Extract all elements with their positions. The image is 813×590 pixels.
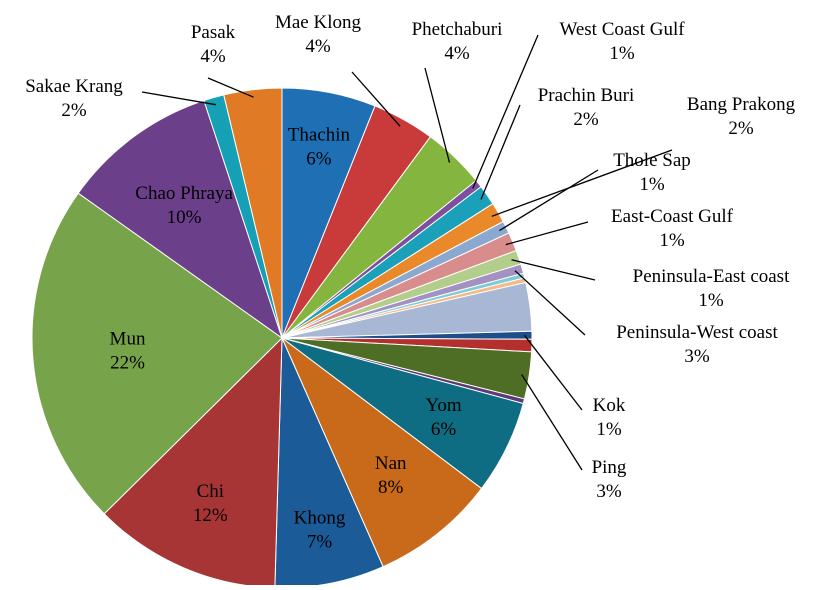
slice-percent-thachin: 6%	[306, 149, 332, 170]
slice-label-nan: Nan	[375, 453, 407, 474]
pie-slice-mun	[31, 192, 283, 515]
pie-slice-chao-phraya	[77, 99, 283, 340]
leader-line-mae-klong	[351, 71, 401, 127]
leader-line-west-coast-gulf	[472, 34, 539, 189]
slice-percent-mun: 22%	[110, 353, 145, 374]
slice-label-peninsula-east-coast: Peninsula-East coast	[633, 266, 790, 287]
slice-label-west-coast-gulf: West Coast Gulf	[559, 19, 685, 40]
slice-percent-kok: 1%	[596, 419, 622, 440]
slice-percent-ping: 3%	[596, 481, 622, 502]
slice-label-chao-phraya: Chao Phraya	[135, 183, 233, 204]
slice-percent-nan: 8%	[378, 477, 404, 498]
slice-percent-east-coast-gulf: 1%	[659, 230, 685, 251]
leader-line-prachin-buri	[480, 104, 521, 200]
slice-label-kok: Kok	[593, 395, 626, 416]
slice-label-chi: Chi	[197, 481, 224, 502]
slice-percent-prachin-buri: 2%	[573, 109, 599, 130]
slice-percent-peninsula-west-coast: 3%	[684, 346, 710, 367]
leader-line-phetchaburi	[424, 67, 451, 163]
slice-percent-sakae-krang: 2%	[61, 100, 87, 121]
leader-line-peninsula-west-coast	[514, 270, 586, 336]
slice-label-phetchaburi: Phetchaburi	[412, 19, 503, 40]
leader-line-sakae-krang	[141, 91, 216, 106]
leader-line-bang-prakong	[491, 149, 673, 217]
slice-percent-peninsula-east-coast: 1%	[698, 290, 724, 311]
slice-percent-mae-klong: 4%	[305, 36, 331, 57]
pie-slice-pasak	[223, 87, 283, 339]
slice-label-ping: Ping	[592, 457, 627, 478]
slice-percent-yom: 6%	[431, 419, 457, 440]
slice-label-peninsula-west-coast: Peninsula-West coast	[616, 322, 778, 343]
leader-line-kok	[523, 334, 583, 411]
slice-percent-west-coast-gulf: 1%	[609, 43, 635, 64]
slice-percent-thole-sap: 1%	[639, 174, 665, 195]
slice-label-east-coast-gulf: East-Coast Gulf	[611, 206, 734, 227]
slice-percent-khong: 7%	[307, 531, 333, 552]
slice-label-thole-sap: Thole Sap	[613, 150, 691, 171]
slice-label-yom: Yom	[426, 395, 462, 416]
slice-label-mun: Mun	[110, 329, 146, 350]
slice-label-pasak: Pasak	[191, 22, 236, 43]
slice-label-bang-prakong: Bang Prakong	[687, 94, 796, 115]
slice-percent-chao-phraya: 10%	[167, 207, 202, 228]
slice-label-sakae-krang: Sakae Krang	[25, 76, 123, 97]
slice-label-thachin: Thachin	[288, 125, 351, 146]
slice-percent-phetchaburi: 4%	[444, 43, 470, 64]
leader-line-pasak	[207, 77, 254, 98]
leader-line-ping	[521, 374, 583, 471]
leader-line-peninsula-east-coast	[511, 259, 596, 281]
slice-percent-bang-prakong: 2%	[728, 118, 754, 139]
slice-label-mae-klong: Mae Klong	[275, 12, 362, 33]
slice-percent-pasak: 4%	[200, 46, 226, 67]
slice-percent-chi: 12%	[193, 505, 228, 526]
leader-line-thole-sap	[499, 169, 599, 232]
slice-label-khong: Khong	[294, 507, 346, 528]
pie-slice-nan	[280, 336, 483, 568]
slice-label-prachin-buri: Prachin Buri	[538, 85, 635, 106]
leader-line-east-coast-gulf	[505, 221, 589, 246]
